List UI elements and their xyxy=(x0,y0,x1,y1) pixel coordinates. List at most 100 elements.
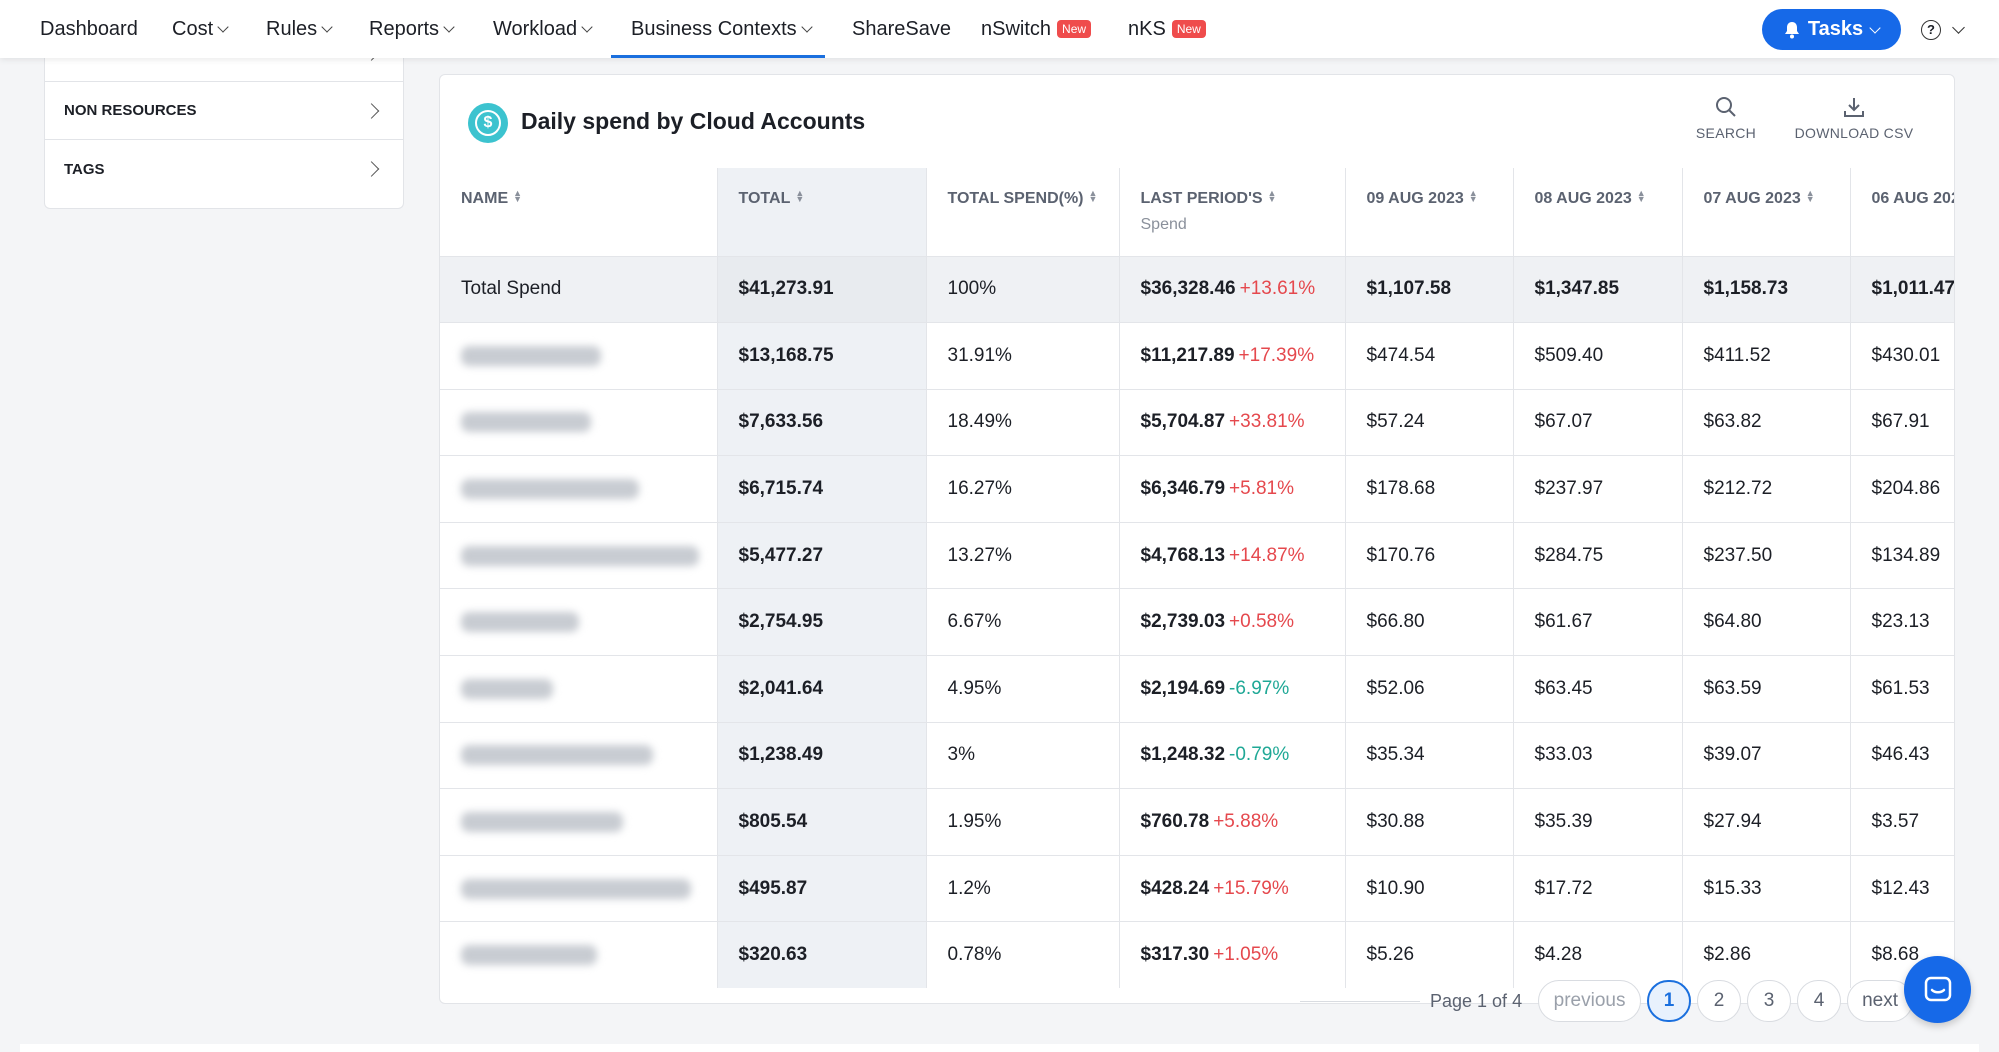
help-icon[interactable]: ? xyxy=(1921,20,1941,40)
row-name xyxy=(440,855,718,923)
column-header-total-spend-pct[interactable]: TOTAL SPEND(%) ▲ ▼ xyxy=(926,168,1120,257)
table-row[interactable]: $2,754.95 6.67% $2,739.03 +0.58% $66.80 $61.6… xyxy=(440,588,1954,657)
row-date-1: $474.54 xyxy=(1345,322,1514,390)
row-last-period: $1,248.32 -0.79% xyxy=(1119,722,1346,790)
chevron-down-icon xyxy=(581,21,593,33)
dollar-icon: $ xyxy=(468,103,508,143)
column-header-last-period[interactable]: LAST PERIOD'S ▲ ▼ Spend xyxy=(1119,168,1346,257)
row-last-period: $6,346.79 +5.81% xyxy=(1119,455,1346,523)
row-name xyxy=(440,389,718,457)
row-date-2: $67.07 xyxy=(1513,389,1683,457)
spend-table-container[interactable]: NAME ▲ ▼ TOTAL ▲ ▼ TOTAL SPEND(%) ▲ ▼ LAST PER… xyxy=(440,168,1954,988)
nav-business-contexts[interactable]: Business Contexts xyxy=(611,0,825,58)
row-date-2: $284.75 xyxy=(1513,522,1683,590)
change-pct: +14.87% xyxy=(1229,544,1305,566)
header-label: TOTAL SPEND(%) xyxy=(947,190,1084,207)
nav-nks[interactable]: nKS New xyxy=(1128,0,1206,58)
filter-non-resources[interactable]: NON RESOURCES xyxy=(45,82,403,140)
nav-reports[interactable]: Reports xyxy=(369,0,455,58)
nav-dashboard[interactable]: Dashboard xyxy=(40,0,138,58)
nav-cost[interactable]: Cost xyxy=(172,0,229,58)
table-row[interactable]: $495.87 1.2% $428.24 +15.79% $10.90 $17.72 $15… xyxy=(440,855,1954,923)
row-pct: 1.2% xyxy=(926,855,1120,923)
column-header-date-3[interactable]: 07 AUG 2023 ▲ ▼ xyxy=(1682,168,1851,257)
row-date-3: $2.86 xyxy=(1682,921,1851,988)
page-1-button[interactable]: 1 xyxy=(1647,980,1692,1022)
download-csv-button[interactable]: DOWNLOAD CSV xyxy=(1786,95,1922,141)
filter-label: NON RESOURCES xyxy=(64,102,197,119)
row-date-2: $17.72 xyxy=(1513,855,1683,923)
row-total: $1,238.49 xyxy=(717,722,927,790)
nav-sharesave[interactable]: ShareSave xyxy=(852,0,951,58)
nav-label: Business Contexts xyxy=(631,17,797,40)
column-header-date-2[interactable]: 08 AUG 2023 ▲ ▼ xyxy=(1513,168,1683,257)
chevron-down-icon[interactable] xyxy=(1952,21,1965,34)
column-header-total[interactable]: TOTAL ▲ ▼ xyxy=(717,168,927,257)
table-row[interactable]: $805.54 1.95% $760.78 +5.88% $30.88 $35.39 $27… xyxy=(440,788,1954,856)
nav-label: Workload xyxy=(493,17,578,40)
row-last-period: $428.24 +15.79% xyxy=(1119,855,1346,923)
row-date-4: $46.43 xyxy=(1850,722,1954,790)
table-row[interactable]: $6,715.74 16.27% $6,346.79 +5.81% $178.68 $23… xyxy=(440,455,1954,523)
nav-workload[interactable]: Workload xyxy=(493,0,593,58)
row-date-2: $63.45 xyxy=(1513,655,1683,723)
new-badge: New xyxy=(1171,20,1206,38)
total-spend-row: Total Spend $41,273.91 100% $36,328.46 +1… xyxy=(440,256,1954,324)
row-pct: 13.27% xyxy=(926,522,1120,590)
row-total: $5,477.27 xyxy=(717,522,927,590)
last-period-value: $11,217.89 xyxy=(1140,344,1235,366)
page-2-button[interactable]: 2 xyxy=(1697,980,1742,1022)
row-name xyxy=(440,588,718,657)
total-row-total: $41,273.91 xyxy=(717,256,927,324)
row-name xyxy=(440,455,718,523)
total-row-last-period: $36,328.46 +13.61% xyxy=(1119,256,1346,324)
last-period-value: $428.24 xyxy=(1140,877,1210,899)
chevron-down-icon xyxy=(1869,21,1881,34)
next-page-button[interactable]: next xyxy=(1847,980,1914,1022)
table-row[interactable]: $7,633.56 18.49% $5,704.87 +33.81% $57.24 $67… xyxy=(440,389,1954,457)
table-row[interactable]: $320.63 0.78% $317.30 +1.05% $5.26 $4.28 $2.86… xyxy=(440,921,1954,988)
nav-label: Dashboard xyxy=(40,17,138,40)
row-date-3: $64.80 xyxy=(1682,588,1851,657)
row-date-4: $12.43 xyxy=(1850,855,1954,923)
row-date-2: $35.39 xyxy=(1513,788,1683,856)
row-pct: 6.67% xyxy=(926,588,1120,657)
row-date-1: $170.76 xyxy=(1345,522,1514,590)
redacted-name xyxy=(461,678,553,699)
row-last-period: $2,739.03 +0.58% xyxy=(1119,588,1346,657)
page-3-button[interactable]: 3 xyxy=(1747,980,1792,1022)
change-pct: +0.58% xyxy=(1229,611,1295,633)
chevron-right-icon xyxy=(363,161,380,177)
row-date-2: $61.67 xyxy=(1513,588,1683,657)
page-4-button[interactable]: 4 xyxy=(1797,980,1842,1022)
table-row[interactable]: $1,238.49 3% $1,248.32 -0.79% $35.34 $33.03 $3… xyxy=(440,722,1954,790)
column-header-date-4[interactable]: 06 AUG 2023▲▼ xyxy=(1850,168,1954,257)
redacted-name xyxy=(461,479,639,500)
row-total: $2,754.95 xyxy=(717,588,927,657)
search-button[interactable]: SEARCH xyxy=(1688,95,1764,141)
row-date-3: $39.07 xyxy=(1682,722,1851,790)
column-header-date-1[interactable]: 09 AUG 2023 ▲ ▼ xyxy=(1345,168,1514,257)
row-name xyxy=(440,921,718,988)
redacted-name xyxy=(461,878,691,899)
redacted-name xyxy=(461,945,597,966)
row-last-period: $5,704.87 +33.81% xyxy=(1119,389,1346,457)
row-name xyxy=(440,655,718,723)
nav-rules[interactable]: Rules xyxy=(266,0,333,58)
header-label: TOTAL xyxy=(738,190,791,207)
row-pct: 0.78% xyxy=(926,921,1120,988)
previous-page-button[interactable]: previous xyxy=(1538,980,1642,1022)
download-icon xyxy=(1844,98,1864,117)
column-header-name[interactable]: NAME ▲ ▼ xyxy=(440,168,718,257)
chat-button[interactable] xyxy=(1904,956,1971,1023)
row-total: $7,633.56 xyxy=(717,389,927,457)
tasks-button[interactable]: Tasks xyxy=(1762,9,1901,50)
sort-icon: ▲ ▼ xyxy=(1636,188,1646,204)
filter-tags[interactable]: TAGS xyxy=(45,140,403,198)
table-row[interactable]: $2,041.64 4.95% $2,194.69 -6.97% $52.06 $63.4… xyxy=(440,655,1954,723)
nav-nswitch[interactable]: nSwitch New xyxy=(981,0,1092,58)
table-row[interactable]: $13,168.75 31.91% $11,217.89 +17.39% $474.54… xyxy=(440,322,1954,390)
chevron-down-icon xyxy=(321,21,333,33)
total-row-date-4: $1,011.47 xyxy=(1850,256,1954,324)
table-row[interactable]: $5,477.27 13.27% $4,768.13 +14.87% $170.76 $2… xyxy=(440,522,1954,590)
